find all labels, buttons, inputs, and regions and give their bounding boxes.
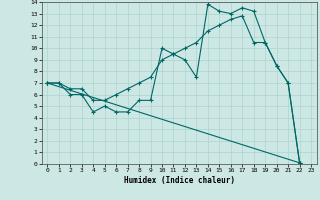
X-axis label: Humidex (Indice chaleur): Humidex (Indice chaleur) [124,176,235,185]
